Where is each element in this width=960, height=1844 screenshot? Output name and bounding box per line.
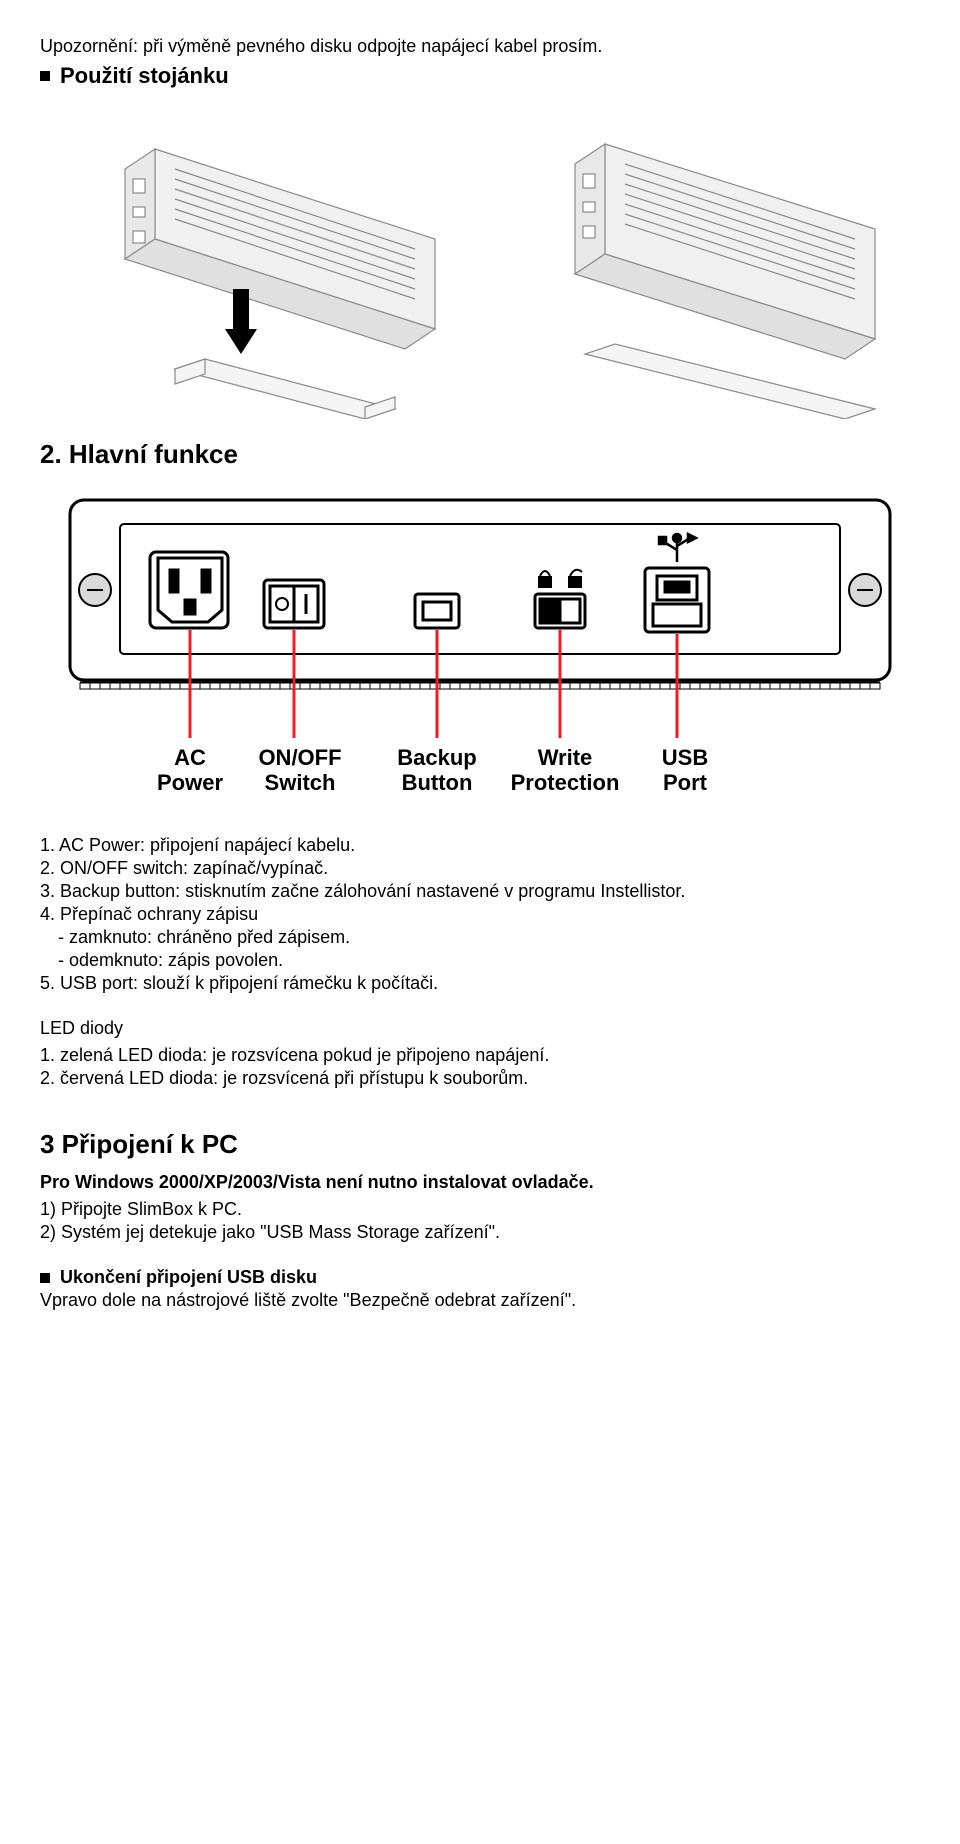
label-backup-2: Button — [402, 770, 473, 795]
functions-list: 1. AC Power: připojení napájecí kabelu. … — [40, 835, 920, 994]
label-ac-1: AC — [174, 745, 206, 770]
stand-heading: Použití stojánku — [60, 63, 229, 89]
label-ac-2: Power — [157, 770, 223, 795]
func-item-3: 3. Backup button: stisknutím začne záloh… — [40, 881, 920, 902]
led-item-2: 2. červená LED dioda: je rozsvícená při … — [40, 1068, 920, 1089]
enclosure-with-stand-svg — [65, 119, 465, 419]
stand-heading-row: Použití stojánku — [40, 63, 920, 89]
disconnect-text: Vpravo dole na nástrojové liště zvolte "… — [40, 1290, 920, 1311]
led-heading: LED diody — [40, 1018, 920, 1039]
disconnect-heading-row: Ukončení připojení USB disku — [40, 1267, 920, 1288]
main-functions-heading: 2. Hlavní funkce — [40, 439, 920, 470]
connect-note: Pro Windows 2000/XP/2003/Vista není nutn… — [40, 1172, 920, 1193]
connect-step-1: 1) Připojte SlimBox k PC. — [40, 1199, 920, 1220]
label-write-1: Write — [538, 745, 593, 770]
func-item-4b: - odemknuto: zápis povolen. — [58, 950, 920, 971]
func-item-4a: - zamknuto: chráněno před zápisem. — [58, 927, 920, 948]
label-usb-2: Port — [663, 770, 708, 795]
func-item-5: 5. USB port: slouží k připojení rámečku … — [40, 973, 920, 994]
bullet-icon — [40, 1273, 50, 1283]
label-usb-1: USB — [662, 745, 708, 770]
connect-heading: 3 Připojení k PC — [40, 1129, 920, 1160]
bullet-icon — [40, 71, 50, 81]
backpanel-diagram: AC Power ON/OFF Switch Backup Button Wri… — [40, 490, 920, 805]
func-item-4: 4. Přepínač ochrany zápisu — [40, 904, 920, 925]
func-item-2: 2. ON/OFF switch: zapínač/vypínač. — [40, 858, 920, 879]
label-backup-1: Backup — [397, 745, 476, 770]
func-item-1: 1. AC Power: připojení napájecí kabelu. — [40, 835, 920, 856]
connect-step-2: 2) Systém jej detekuje jako "USB Mass St… — [40, 1222, 920, 1243]
enclosure-on-stand-svg — [495, 119, 895, 419]
label-onoff-2: Switch — [265, 770, 336, 795]
label-onoff-1: ON/OFF — [258, 745, 341, 770]
led-item-1: 1. zelená LED dioda: je rozsvícena pokud… — [40, 1045, 920, 1066]
label-write-2: Protection — [511, 770, 620, 795]
warning-text: Upozornění: při výměně pevného disku odp… — [40, 36, 920, 57]
stand-diagram — [40, 119, 920, 419]
disconnect-heading: Ukončení připojení USB disku — [60, 1267, 317, 1288]
